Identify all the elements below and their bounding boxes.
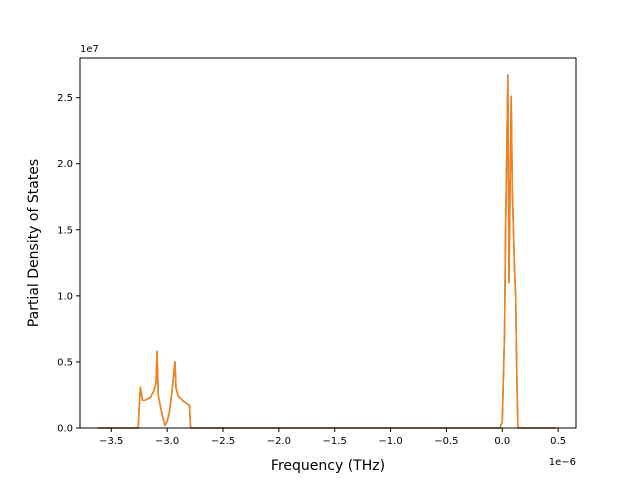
y-tick-label: 2.5 [57,93,73,104]
x-tick-label: −0.5 [434,436,458,447]
x-tick-label: 0.0 [494,436,510,447]
x-tick-label: −3.5 [99,436,123,447]
x-tick-label: 0.5 [550,436,566,447]
y-tick-label: 2.0 [57,159,73,170]
y-tick-label: 1.5 [57,225,73,236]
x-tick-label: −1.0 [378,436,402,447]
y-offset-label: 1e7 [80,44,99,55]
plot-lines [97,74,556,429]
x-axis-ticks: −3.5 −3.0 −2.5 −2.0 −1.5 −1.0 −0.5 0.0 0.5 [99,428,566,447]
x-axis-label: Frequency (THz) [271,458,385,474]
y-tick-label: 0.0 [57,424,73,435]
plot-frame [79,57,577,429]
x-tick-label: −2.0 [267,436,291,447]
y-axis-label: Partial Density of States [26,159,42,327]
x-offset-label: 1e−6 [549,457,576,468]
y-tick-label: 1.0 [57,291,73,302]
series-line-2 [97,75,556,429]
x-tick-label: −2.5 [211,436,235,447]
y-tick-label: 0.5 [57,357,73,368]
x-tick-label: −1.5 [323,436,347,447]
y-axis-ticks: 0.0 0.5 1.0 1.5 2.0 2.5 [57,93,80,435]
x-tick-label: −3.0 [155,436,179,447]
